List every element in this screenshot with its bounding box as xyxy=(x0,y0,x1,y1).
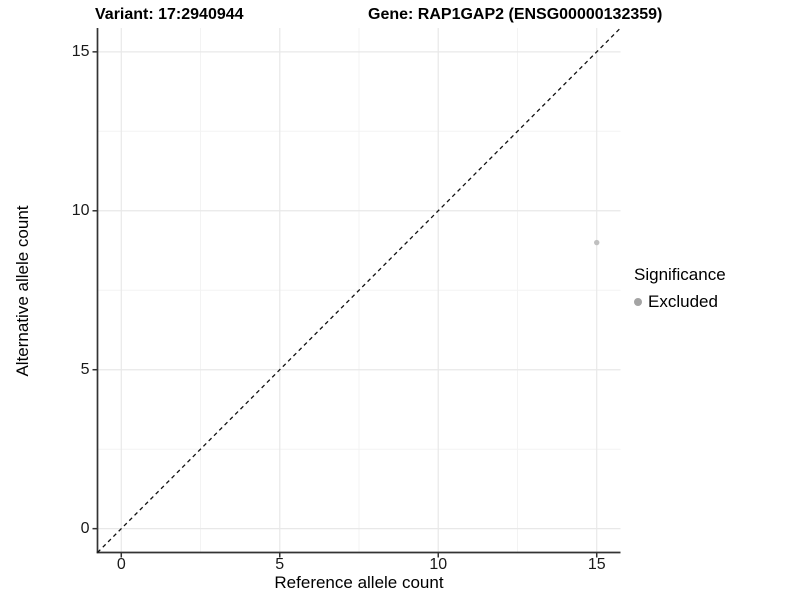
x-axis-title: Reference allele count xyxy=(274,573,444,592)
data-point xyxy=(594,239,600,246)
x-tick-label: 10 xyxy=(429,556,448,573)
plot-title-variant: Variant: 17:2940944 xyxy=(95,6,244,23)
x-tick-label: 0 xyxy=(116,556,126,573)
legend-entry-label: Excluded xyxy=(648,292,718,311)
identity-dashed-line xyxy=(97,27,621,553)
y-tick-label: 5 xyxy=(80,360,90,378)
legend-title: Significance xyxy=(634,265,726,284)
x-tick-label: 5 xyxy=(275,556,285,573)
legend-entry-excluded: Excluded xyxy=(634,292,726,312)
x-tick-label: 15 xyxy=(587,556,606,573)
legend: Significance Excluded xyxy=(634,265,726,312)
y-tick-label: 15 xyxy=(71,42,90,60)
legend-point-icon xyxy=(634,298,642,306)
y-axis-title: Alternative allele count xyxy=(13,205,32,377)
y-tick-label: 0 xyxy=(80,519,90,537)
y-tick-label: 10 xyxy=(71,201,90,219)
plot-title-gene: Gene: RAP1GAP2 (ENSG00000132359) xyxy=(368,6,663,23)
